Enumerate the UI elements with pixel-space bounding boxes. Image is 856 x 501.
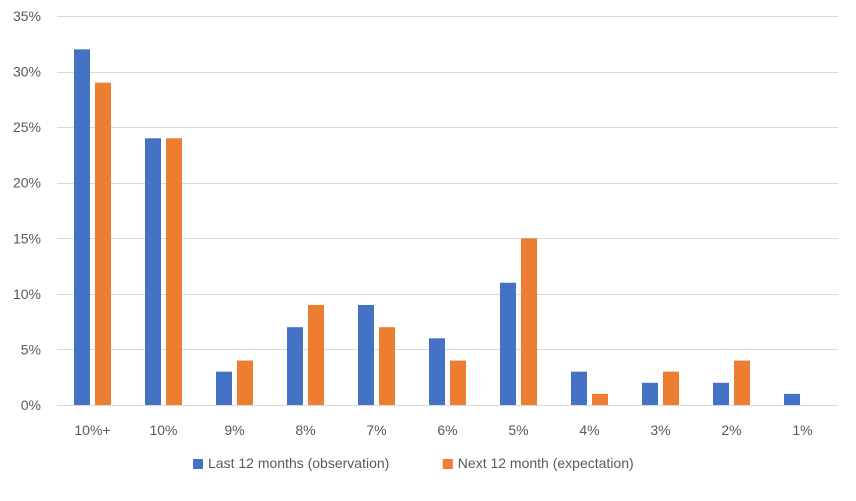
x-tick-label: 10% [149, 422, 177, 438]
bar-next-12-month-5 [450, 360, 466, 405]
y-tick-label: 0% [21, 397, 41, 413]
bar-next-12-month-9 [734, 360, 750, 405]
legend-swatch-last-12-months [193, 459, 203, 469]
x-tick-label: 9% [224, 422, 244, 438]
bar-last-12-months-7 [571, 371, 587, 405]
bar-next-12-month-1 [166, 138, 182, 405]
bar-last-12-months-8 [642, 382, 658, 405]
y-tick-label: 20% [13, 175, 41, 191]
gridlines [57, 16, 838, 406]
x-tick-label: 2% [721, 422, 741, 438]
bar-last-12-months-9 [713, 382, 729, 405]
legend-label: Next 12 month (expectation) [458, 455, 634, 471]
legend: Last 12 months (observation) Next 12 mont… [193, 455, 634, 471]
bar-last-12-months-4 [358, 304, 374, 405]
bar-last-12-months-0 [74, 49, 90, 405]
legend-swatch-next-12-month [442, 459, 453, 469]
bar-next-12-month-7 [592, 393, 608, 405]
bar-next-12-month-8 [663, 371, 679, 405]
x-tick-label: 8% [295, 422, 315, 438]
x-tick-label: 1% [792, 422, 812, 438]
bar-next-12-month-0 [95, 82, 111, 405]
x-tick-label: 6% [437, 422, 457, 438]
bar-next-12-month-3 [308, 304, 324, 405]
bar-last-12-months-5 [429, 338, 445, 405]
y-tick-label: 5% [21, 341, 41, 357]
bars [74, 49, 800, 405]
bar-last-12-months-6 [500, 282, 516, 405]
bar-next-12-month-4 [379, 327, 395, 405]
y-axis-tick-labels: 0% 5% 10% 15% 20% 25% 30% 35% [13, 8, 41, 413]
x-tick-label: 7% [366, 422, 386, 438]
bar-last-12-months-2 [216, 371, 232, 405]
y-tick-label: 25% [13, 119, 41, 135]
x-tick-label: 10%+ [74, 422, 110, 438]
y-tick-label: 15% [13, 230, 41, 246]
bar-last-12-months-10 [784, 393, 800, 405]
bar-last-12-months-3 [287, 327, 303, 405]
bar-last-12-months-1 [145, 138, 161, 405]
x-axis-tick-labels: 10%+ 10% 9% 8% 7% 6% 5% 4% 3% 2% 1% [74, 422, 812, 438]
legend-label: Last 12 months (observation) [208, 455, 389, 471]
x-tick-label: 5% [508, 422, 528, 438]
x-tick-label: 4% [579, 422, 599, 438]
y-tick-label: 30% [13, 64, 41, 80]
y-tick-label: 35% [13, 8, 41, 24]
y-tick-label: 10% [13, 286, 41, 302]
bar-next-12-month-2 [237, 360, 253, 405]
bar-next-12-month-6 [521, 238, 537, 405]
x-tick-label: 3% [650, 422, 670, 438]
